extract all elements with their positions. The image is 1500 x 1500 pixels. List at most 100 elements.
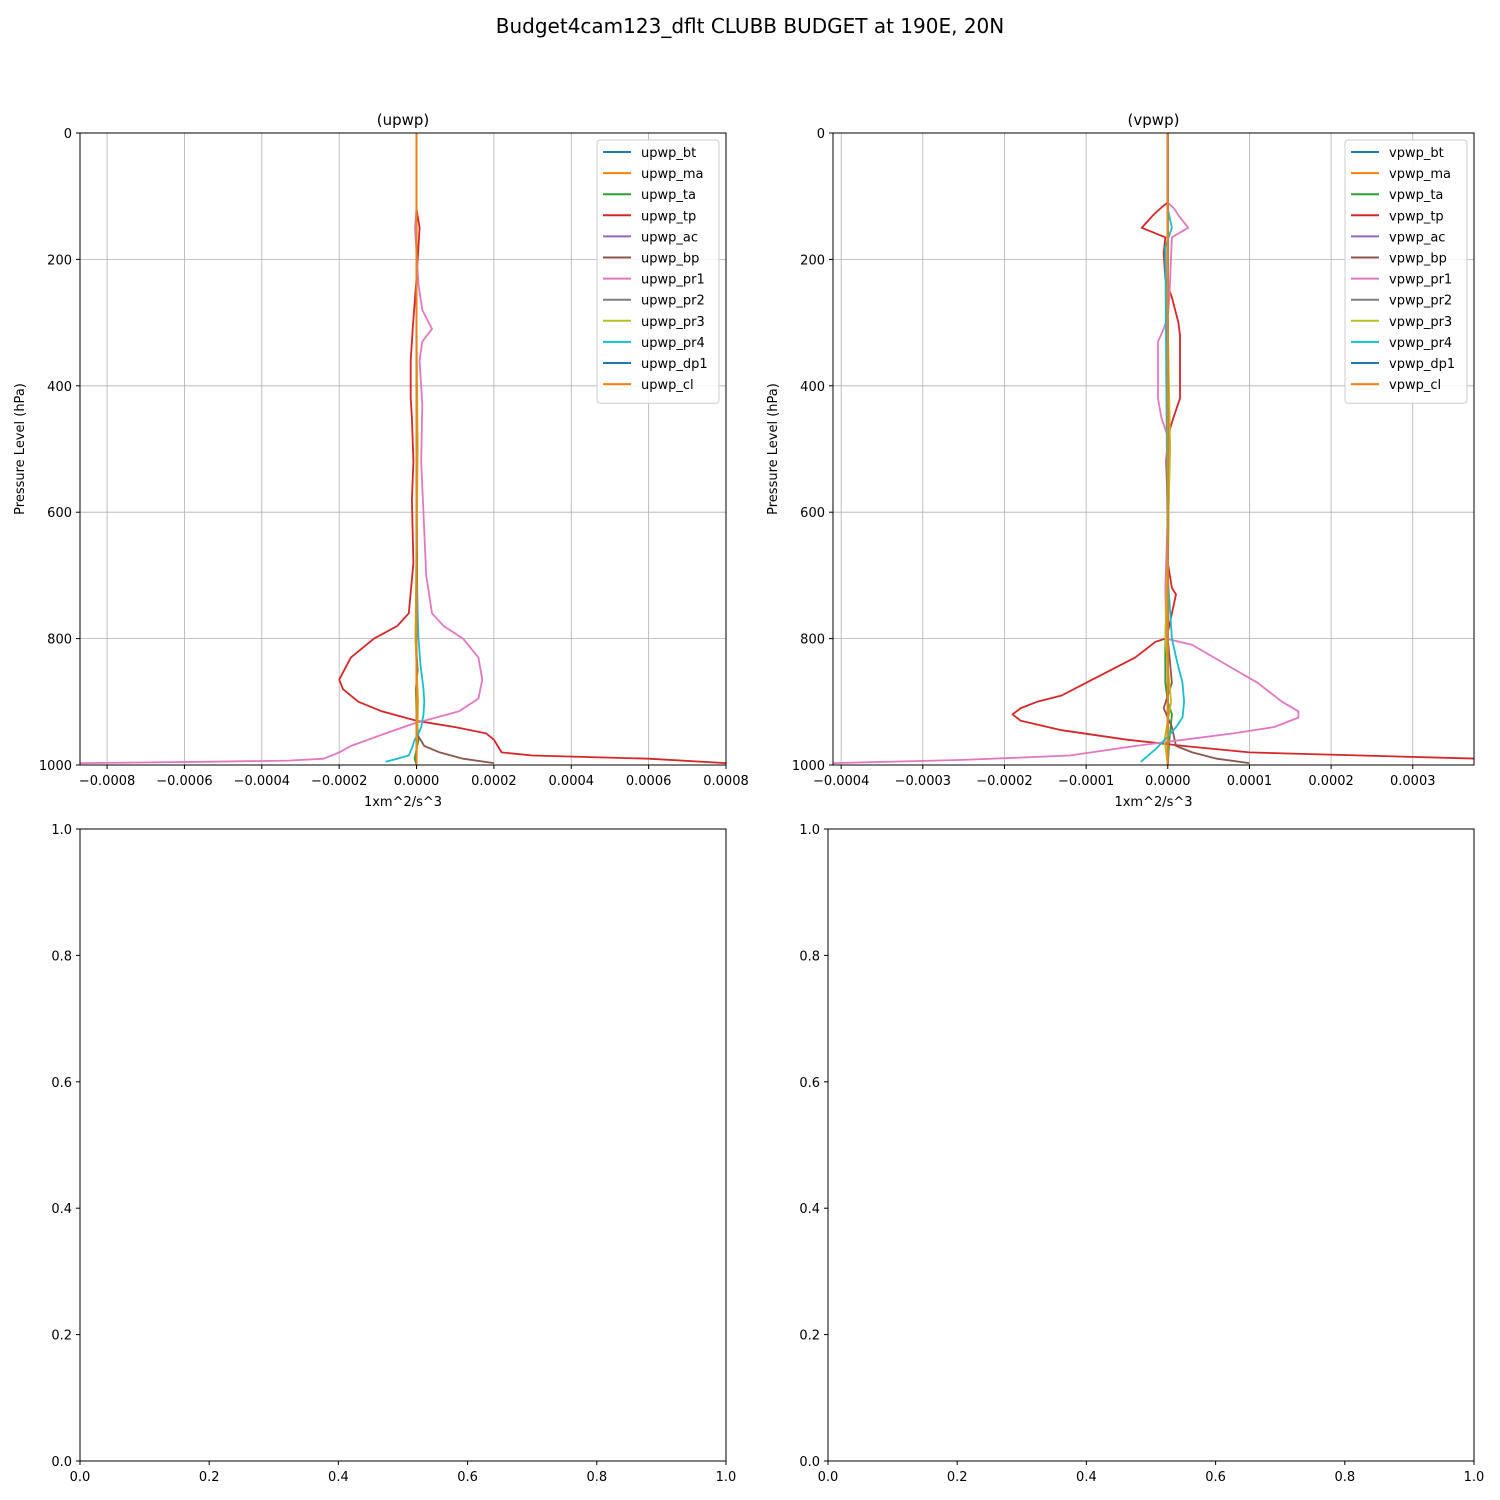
legend-entry: vpwp_pr3 xyxy=(1389,315,1452,330)
series-line-vpwp_bp xyxy=(1162,133,1250,764)
x-tick-label: 0.0000 xyxy=(1145,774,1191,789)
y-tick-label: 0 xyxy=(817,127,825,142)
x-tick-label: 0.8 xyxy=(586,1470,607,1485)
x-tick-label: 0.6 xyxy=(457,1470,478,1485)
y-tick-label: 0.4 xyxy=(51,1202,72,1217)
legend-entry: vpwp_tp xyxy=(1389,209,1444,224)
y-tick-label: 1.0 xyxy=(799,823,820,838)
legend-entry: vpwp_cl xyxy=(1389,378,1441,393)
subplot-title: (upwp) xyxy=(377,111,430,129)
legend-entry: upwp_ac xyxy=(641,230,698,245)
y-axis-label: Pressure Level (hPa) xyxy=(13,383,28,515)
series-line-upwp_pr4 xyxy=(385,133,426,763)
x-tick-label: 0.0000 xyxy=(394,774,440,789)
series-line-vpwp_tp xyxy=(1011,133,1474,760)
x-tick-label: −0.0001 xyxy=(1058,774,1114,789)
legend-entry: upwp_pr2 xyxy=(641,294,705,309)
x-axis-label: 1xm^2/s^3 xyxy=(364,795,442,810)
legend-entry: upwp_pr1 xyxy=(641,273,705,288)
y-tick-label: 1000 xyxy=(39,759,72,774)
y-tick-label: 0.8 xyxy=(799,949,820,964)
x-tick-label: 1.0 xyxy=(1464,1470,1485,1485)
x-tick-label: 0.0002 xyxy=(1308,774,1354,789)
y-tick-label: 0.6 xyxy=(799,1076,820,1091)
y-tick-label: 1000 xyxy=(792,759,825,774)
figure-title: Budget4cam123_dflt CLUBB BUDGET at 190E,… xyxy=(495,14,1005,38)
x-tick-label: 1.0 xyxy=(716,1470,737,1485)
x-tick-label: 0.2 xyxy=(199,1470,220,1485)
y-tick-label: 1.0 xyxy=(51,823,72,838)
subplot-3: 0.0 0.2 0.4 0.6 0.8 1.0 0.0 0.2 0.4 0.6 0.8 1.0 xyxy=(51,823,736,1485)
axes-frame xyxy=(827,828,1475,1462)
series-line-upwp_tp xyxy=(338,133,726,764)
legend-entry: upwp_ta xyxy=(641,188,696,203)
legend-entry: vpwp_dp1 xyxy=(1389,357,1455,372)
x-tick-label: 0.0006 xyxy=(626,774,672,789)
x-tick-label: 0.0001 xyxy=(1227,774,1273,789)
legend-entry: vpwp_ac xyxy=(1389,230,1445,245)
x-tick-label: −0.0002 xyxy=(311,774,367,789)
y-tick-label: 0.8 xyxy=(51,949,72,964)
x-tick-label: −0.0004 xyxy=(234,774,290,789)
subplot-4: 0.0 0.2 0.4 0.6 0.8 1.0 0.0 0.2 0.4 0.6 0.8 1.0 xyxy=(799,823,1484,1485)
axes-frame xyxy=(79,132,727,766)
x-tick-label: 0.4 xyxy=(328,1470,349,1485)
legend-entry: vpwp_pr2 xyxy=(1389,294,1452,309)
legend-entry: vpwp_pr4 xyxy=(1389,336,1452,351)
subplot-2: −0.0004 −0.0003 −0.0002 −0.0001 0.0000 0.0001… xyxy=(766,111,1475,810)
y-tick-label: 0 xyxy=(64,127,72,142)
legend-entry: upwp_tp xyxy=(641,209,696,224)
x-tick-label: −0.0003 xyxy=(895,774,951,789)
legend-entry: vpwp_ta xyxy=(1389,188,1443,203)
legend-entry: vpwp_pr1 xyxy=(1389,273,1452,288)
y-tick-label: 0.6 xyxy=(51,1076,72,1091)
y-tick-label: 0.2 xyxy=(799,1329,820,1344)
x-tick-label: 0.0003 xyxy=(1390,774,1436,789)
plot-area xyxy=(828,829,1474,1461)
legend-entry: upwp_pr3 xyxy=(641,315,705,330)
legend-entry: vpwp_bt xyxy=(1389,146,1444,161)
y-axis-label: Pressure Level (hPa) xyxy=(766,383,781,515)
legend-entry: vpwp_bp xyxy=(1389,252,1447,267)
x-tick-label: −0.0002 xyxy=(976,774,1032,789)
legend-entry: upwp_dp1 xyxy=(641,357,708,372)
y-tick-label: 600 xyxy=(47,506,72,521)
x-tick-label: 0.8 xyxy=(1334,1470,1355,1485)
y-tick-label: 800 xyxy=(47,633,72,648)
y-tick-label: 400 xyxy=(800,380,825,395)
legend-entry: upwp_cl xyxy=(641,378,694,393)
x-tick-label: 0.0004 xyxy=(549,774,595,789)
y-tick-label: 0.2 xyxy=(51,1329,72,1344)
x-tick-label: 0.2 xyxy=(947,1470,968,1485)
y-tick-label: 0.4 xyxy=(799,1202,820,1217)
x-tick-label: −0.0008 xyxy=(79,774,135,789)
legend-entry: upwp_pr4 xyxy=(641,336,705,351)
y-tick-label: 400 xyxy=(47,380,72,395)
y-tick-label: 800 xyxy=(800,633,825,648)
series-line-vpwp_pr4 xyxy=(1140,133,1185,763)
x-tick-label: 0.4 xyxy=(1076,1470,1097,1485)
legend-entry: upwp_bt xyxy=(641,146,696,161)
axes-frame xyxy=(79,828,727,1462)
legend: vpwp_bt vpwp_ma vpwp_ta vpwp_tp vpwp_ac vpwp_… xyxy=(1344,139,1468,404)
axes-frame xyxy=(832,132,1475,766)
x-tick-label: 0.0002 xyxy=(471,774,517,789)
x-tick-label: −0.0004 xyxy=(813,774,869,789)
legend-box xyxy=(596,139,720,404)
x-tick-label: 0.0008 xyxy=(703,774,749,789)
series-line-upwp_pr1 xyxy=(80,133,484,764)
x-tick-label: 0.0 xyxy=(70,1470,91,1485)
y-tick-label: 600 xyxy=(800,506,825,521)
legend-entry: upwp_ma xyxy=(641,167,704,182)
x-tick-label: 0.6 xyxy=(1205,1470,1226,1485)
y-tick-label: 200 xyxy=(47,253,72,268)
legend: upwp_bt upwp_ma upwp_ta upwp_tp upwp_ac upwp_… xyxy=(596,139,720,404)
x-tick-label: −0.0006 xyxy=(156,774,212,789)
y-tick-label: 0.0 xyxy=(51,1455,72,1470)
subplot-1: −0.0008 −0.0006 −0.0004 −0.0002 0.0000 0.0002… xyxy=(13,111,749,810)
y-tick-label: 0.0 xyxy=(799,1455,820,1470)
y-tick-label: 200 xyxy=(800,253,825,268)
plot-area xyxy=(80,829,726,1461)
legend-entry: vpwp_ma xyxy=(1389,167,1451,182)
